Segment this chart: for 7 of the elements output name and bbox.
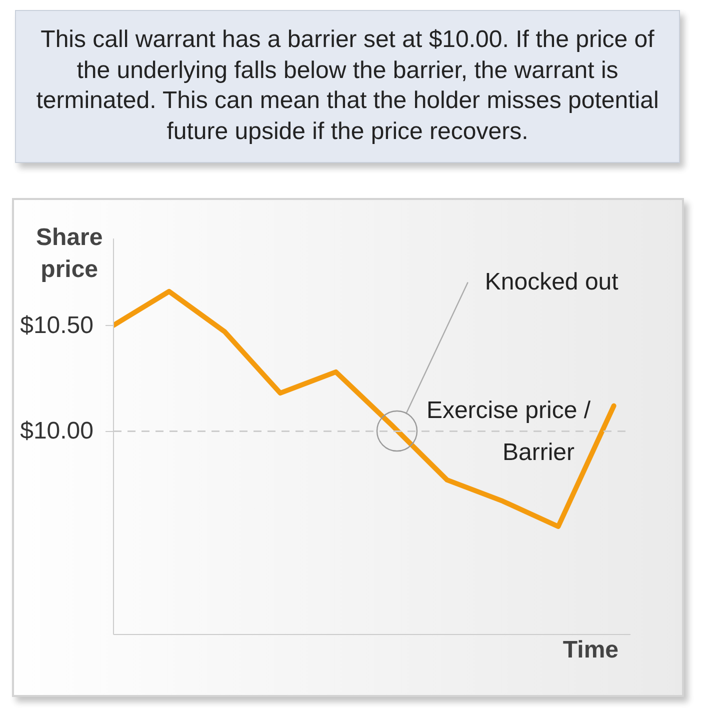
y-tick-label: $10.00 — [20, 418, 94, 445]
y-tick-label: $10.50 — [20, 312, 94, 339]
ref-line-label: Exercise price / Barrier — [426, 397, 591, 466]
annotation: Knocked out — [484, 268, 619, 296]
chart-title: This call warrant has a barrier set at $10.00. If the price of the underlying falls below the barrier, the warrant is terminated. This can mean that the holder misses potential future upside if the price recovers. — [15, 10, 680, 163]
x-axis-title: Time — [562, 636, 619, 664]
y-axis-title: Share price — [36, 223, 103, 285]
